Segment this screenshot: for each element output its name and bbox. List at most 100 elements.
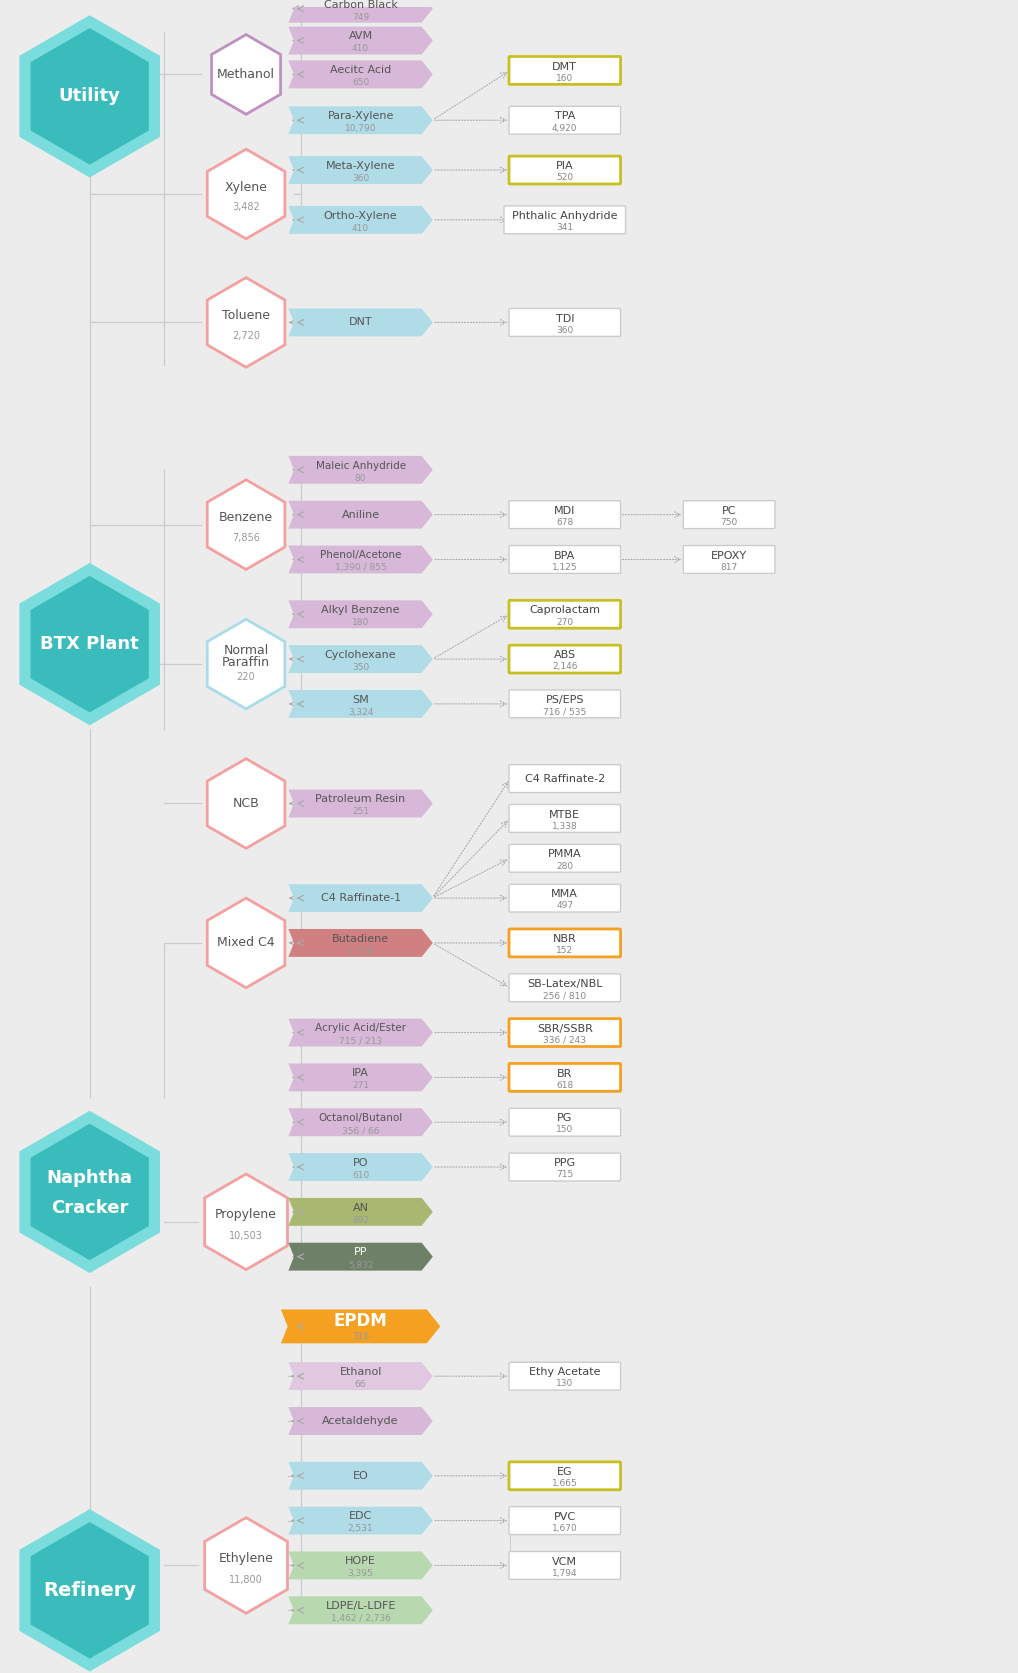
- Text: Methanol: Methanol: [217, 69, 275, 80]
- Text: 750: 750: [721, 519, 738, 527]
- FancyBboxPatch shape: [504, 206, 625, 234]
- Text: 2,720: 2,720: [232, 331, 260, 341]
- Text: IPA: IPA: [352, 1067, 370, 1077]
- Text: AVM: AVM: [348, 32, 373, 42]
- Text: 150: 150: [556, 1126, 573, 1134]
- Polygon shape: [288, 455, 433, 483]
- Text: HOPE: HOPE: [345, 1556, 376, 1566]
- Text: 1,665: 1,665: [552, 1479, 577, 1487]
- FancyBboxPatch shape: [509, 1507, 621, 1534]
- Text: 2,146: 2,146: [552, 663, 577, 671]
- Text: 220: 220: [237, 673, 256, 683]
- Text: PO: PO: [353, 1158, 369, 1168]
- Polygon shape: [25, 1118, 155, 1266]
- Text: Refinery: Refinery: [43, 1581, 136, 1599]
- Polygon shape: [288, 27, 433, 55]
- Text: PS/EPS: PS/EPS: [546, 694, 584, 704]
- Polygon shape: [288, 1153, 433, 1181]
- Text: Maleic Anhydride: Maleic Anhydride: [316, 460, 405, 470]
- Text: BR: BR: [557, 1069, 572, 1079]
- Text: 5,832: 5,832: [348, 1260, 374, 1270]
- Text: 716 / 535: 716 / 535: [544, 708, 586, 716]
- Polygon shape: [281, 1310, 440, 1343]
- Text: Ortho-Xylene: Ortho-Xylene: [324, 211, 397, 221]
- Polygon shape: [212, 35, 281, 114]
- Text: SBR/SSBR: SBR/SSBR: [536, 1024, 592, 1034]
- Polygon shape: [288, 1108, 433, 1136]
- Polygon shape: [208, 758, 285, 848]
- Text: Ethy Acetate: Ethy Acetate: [529, 1367, 601, 1377]
- Text: NBR: NBR: [553, 934, 576, 944]
- FancyBboxPatch shape: [509, 845, 621, 872]
- Polygon shape: [288, 0, 433, 23]
- FancyBboxPatch shape: [683, 545, 775, 574]
- Text: Phthalic Anhydride: Phthalic Anhydride: [512, 211, 618, 221]
- Polygon shape: [288, 60, 433, 89]
- FancyBboxPatch shape: [509, 929, 621, 957]
- Text: 180: 180: [352, 617, 370, 627]
- FancyBboxPatch shape: [509, 1108, 621, 1136]
- FancyBboxPatch shape: [509, 1019, 621, 1047]
- FancyBboxPatch shape: [509, 689, 621, 718]
- FancyBboxPatch shape: [509, 1153, 621, 1181]
- Text: MMA: MMA: [552, 890, 578, 898]
- Polygon shape: [288, 1462, 433, 1489]
- Polygon shape: [205, 1174, 287, 1270]
- Text: BPA: BPA: [554, 550, 575, 560]
- Text: PIA: PIA: [556, 161, 573, 171]
- Polygon shape: [288, 929, 433, 957]
- FancyBboxPatch shape: [509, 1551, 621, 1579]
- Text: 271: 271: [352, 1081, 370, 1091]
- Text: EG: EG: [557, 1467, 572, 1477]
- Text: Ethanol: Ethanol: [339, 1367, 382, 1377]
- Text: 1,338: 1,338: [552, 821, 577, 831]
- Text: MDI: MDI: [554, 505, 575, 515]
- Text: 520: 520: [556, 174, 573, 182]
- FancyBboxPatch shape: [509, 107, 621, 134]
- Polygon shape: [288, 601, 433, 627]
- FancyBboxPatch shape: [509, 601, 621, 627]
- Text: Aecitc Acid: Aecitc Acid: [330, 65, 391, 75]
- Text: EPDM: EPDM: [334, 1312, 388, 1330]
- Polygon shape: [288, 646, 433, 673]
- Text: 7,856: 7,856: [232, 534, 260, 544]
- Text: 715 / 213: 715 / 213: [339, 1037, 382, 1046]
- FancyBboxPatch shape: [509, 805, 621, 833]
- Text: Caprolactam: Caprolactam: [529, 606, 601, 616]
- Text: PP: PP: [354, 1248, 367, 1258]
- Text: 618: 618: [556, 1081, 573, 1089]
- Text: 160: 160: [556, 74, 573, 82]
- Text: TDI: TDI: [556, 313, 574, 323]
- Text: PC: PC: [722, 505, 736, 515]
- Text: PVC: PVC: [554, 1512, 576, 1522]
- Text: Naphtha: Naphtha: [47, 1169, 132, 1188]
- Text: 715: 715: [556, 1171, 573, 1179]
- Polygon shape: [288, 1596, 433, 1624]
- Text: 80: 80: [355, 473, 366, 483]
- Text: Benzene: Benzene: [219, 512, 273, 524]
- Polygon shape: [25, 1516, 155, 1665]
- Polygon shape: [25, 569, 155, 719]
- Text: MTBE: MTBE: [550, 810, 580, 820]
- Text: EPOXY: EPOXY: [711, 550, 747, 560]
- Text: 678: 678: [556, 519, 573, 527]
- Polygon shape: [288, 500, 433, 529]
- Polygon shape: [288, 1019, 433, 1047]
- Text: Phenol/Acetone: Phenol/Acetone: [320, 550, 401, 560]
- Text: 66: 66: [355, 1380, 366, 1389]
- Text: VCM: VCM: [553, 1556, 577, 1566]
- Text: 251: 251: [352, 808, 370, 816]
- Text: SM: SM: [352, 694, 369, 704]
- FancyBboxPatch shape: [509, 646, 621, 673]
- Text: 152: 152: [556, 947, 573, 955]
- Polygon shape: [208, 480, 285, 569]
- Text: 497: 497: [556, 902, 573, 910]
- Text: 341: 341: [556, 223, 573, 233]
- Text: Paraffin: Paraffin: [222, 656, 270, 669]
- Text: Propylene: Propylene: [215, 1208, 277, 1221]
- Text: Acrylic Acid/Ester: Acrylic Acid/Ester: [316, 1024, 406, 1034]
- Text: 316: 316: [352, 1332, 370, 1342]
- Text: NCB: NCB: [233, 796, 260, 810]
- FancyBboxPatch shape: [509, 1462, 621, 1489]
- Text: 130: 130: [556, 1380, 573, 1389]
